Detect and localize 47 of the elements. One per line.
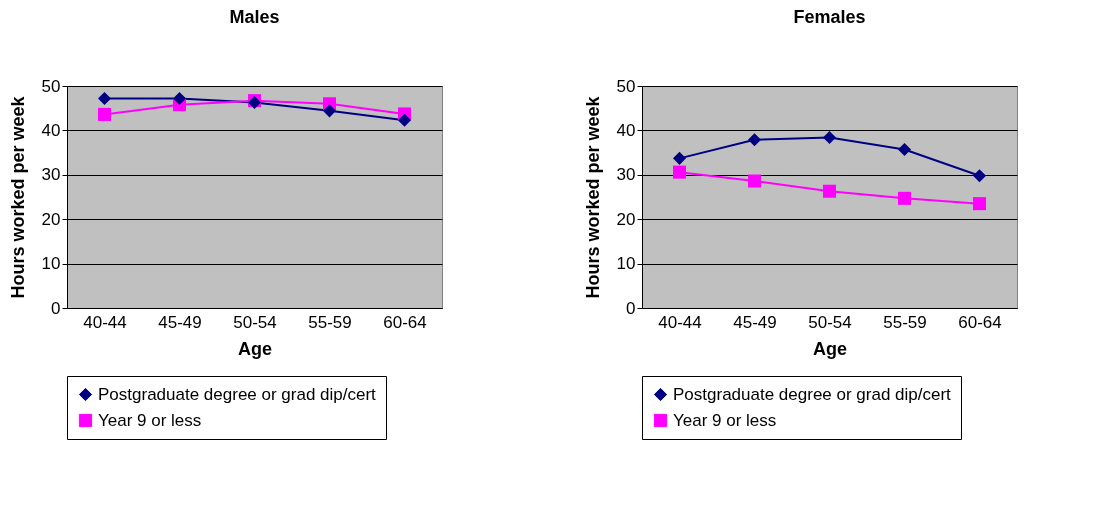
x-tick-label: 50-54	[808, 312, 852, 332]
chart-title: Males	[229, 7, 280, 27]
y-tick-label: 50	[616, 76, 636, 96]
y-tick-label: 30	[616, 165, 636, 185]
y-tick-label: 40	[41, 120, 61, 140]
y-tick-label: 10	[41, 254, 61, 274]
y-tick-label: 0	[51, 298, 61, 318]
y-tick-label: 0	[626, 298, 636, 318]
y-axis-title: Hours worked per week	[582, 95, 603, 299]
x-tick-label: 40-44	[658, 312, 702, 332]
y-tick-label: 30	[41, 165, 61, 185]
point	[97, 107, 112, 121]
y-tick-label: 10	[616, 254, 636, 274]
point	[172, 91, 187, 105]
x-tick-label: 45-49	[733, 312, 777, 332]
y-tick-label: 20	[41, 209, 61, 229]
point	[322, 104, 337, 118]
x-tick-label: 50-54	[233, 312, 277, 332]
y-tick-label: 20	[616, 209, 636, 229]
point	[397, 113, 412, 127]
legend-label: Year 9 or less	[673, 410, 777, 430]
point	[897, 142, 912, 157]
y-axis-title: Hours worked per week	[7, 95, 28, 299]
x-tick-label: 60-64	[383, 312, 427, 332]
point	[822, 130, 837, 145]
y-tick-label: 50	[41, 76, 61, 96]
x-tick-label: 60-64	[958, 312, 1002, 332]
y-tick-label: 40	[616, 120, 636, 140]
legend-label: Year 9 or less	[98, 410, 202, 430]
x-tick-label: 55-59	[308, 312, 352, 332]
point	[822, 184, 837, 198]
x-tick-label: 55-59	[883, 312, 927, 332]
x-tick-label: 45-49	[158, 312, 202, 332]
point	[672, 151, 687, 165]
point	[97, 91, 112, 105]
point	[747, 133, 762, 147]
point	[747, 174, 762, 188]
x-axis-title: Age	[237, 338, 273, 359]
point	[672, 165, 687, 179]
x-axis-title: Age	[812, 338, 848, 359]
point	[897, 191, 912, 205]
chart-title: Females	[793, 7, 866, 27]
x-tick-label: 40-44	[83, 312, 127, 332]
legend-label: Postgraduate degree or grad dip/cert	[98, 384, 377, 404]
point	[972, 169, 987, 183]
legend-label: Postgraduate degree or grad dip/cert	[673, 384, 952, 404]
point	[972, 197, 987, 211]
